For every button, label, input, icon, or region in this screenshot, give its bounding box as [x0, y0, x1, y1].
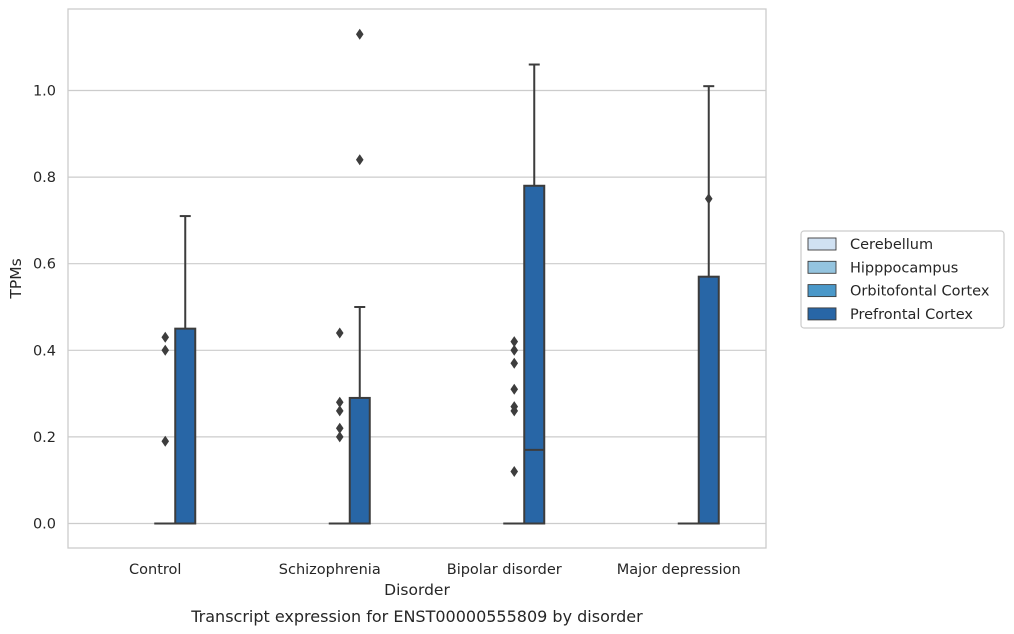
outlier-marker [335, 327, 344, 339]
box-3-0 [174, 215, 197, 525]
legend-swatch [807, 260, 837, 274]
legend-frame [800, 230, 1005, 329]
outlier-marker [335, 405, 344, 417]
y-tick-label: 0.4 [33, 343, 56, 359]
outlier-marker [335, 396, 344, 408]
box-3-3 [697, 85, 720, 525]
y-tick-label: 0.8 [33, 170, 56, 186]
box-3-2 [523, 63, 546, 525]
box-body [348, 396, 371, 525]
y-tick-labels: 0.0 0.2 0.4 0.6 0.8 1.0 [33, 84, 56, 533]
outlier-marker [510, 336, 519, 348]
legend-label: Cerebellum [850, 237, 933, 253]
outlier-marker [355, 28, 364, 40]
x-tick-labels: Control Schizophrenia Bipolar disorder Majo… [129, 562, 741, 578]
legend-label: Prefrontal Cortex [850, 307, 973, 323]
outlier-marker [161, 344, 170, 356]
plot-frame [67, 8, 767, 549]
legend-label: Orbitofontal Cortex [850, 284, 990, 300]
outlier-marker [335, 422, 344, 434]
box-3-1 [348, 28, 371, 525]
outlier-marker [510, 401, 519, 413]
x-axis-label: Disorder [384, 581, 450, 599]
x-tick-label: Bipolar disorder [447, 562, 562, 578]
box-2-2 [503, 336, 526, 525]
grid-lines [68, 89, 766, 525]
outlier-marker [355, 154, 364, 166]
outlier-marker [510, 383, 519, 395]
box-body [174, 327, 197, 525]
outlier-marker [510, 344, 519, 356]
legend: Cerebellum Hipppocampus Orbitofontal Corte… [800, 230, 1005, 329]
y-tick-label: 0.6 [33, 257, 56, 273]
legend-swatch [807, 237, 837, 251]
box-body [697, 275, 720, 525]
box-2-0 [154, 331, 177, 525]
legend-swatch [807, 284, 837, 298]
y-tick-label: 0.0 [33, 517, 56, 533]
box-2-1 [328, 327, 351, 525]
legend-label: Hipppocampus [850, 260, 958, 276]
outlier-marker [161, 435, 170, 447]
chart-caption: Transcript expression for ENST0000055580… [190, 607, 643, 626]
outlier-marker [161, 331, 170, 343]
x-tick-label: Control [129, 562, 181, 578]
y-axis-label: TPMs [7, 258, 25, 299]
outlier-marker [510, 357, 519, 369]
legend-swatch [807, 307, 837, 321]
box-plots [154, 28, 720, 525]
y-tick-label: 1.0 [33, 84, 56, 100]
x-tick-label: Schizophrenia [279, 562, 381, 578]
outlier-marker [335, 431, 344, 443]
outlier-marker [510, 466, 519, 478]
box-body [523, 184, 546, 525]
x-tick-label: Major depression [617, 562, 741, 578]
outlier-marker [704, 193, 713, 205]
y-tick-label: 0.2 [33, 430, 56, 446]
